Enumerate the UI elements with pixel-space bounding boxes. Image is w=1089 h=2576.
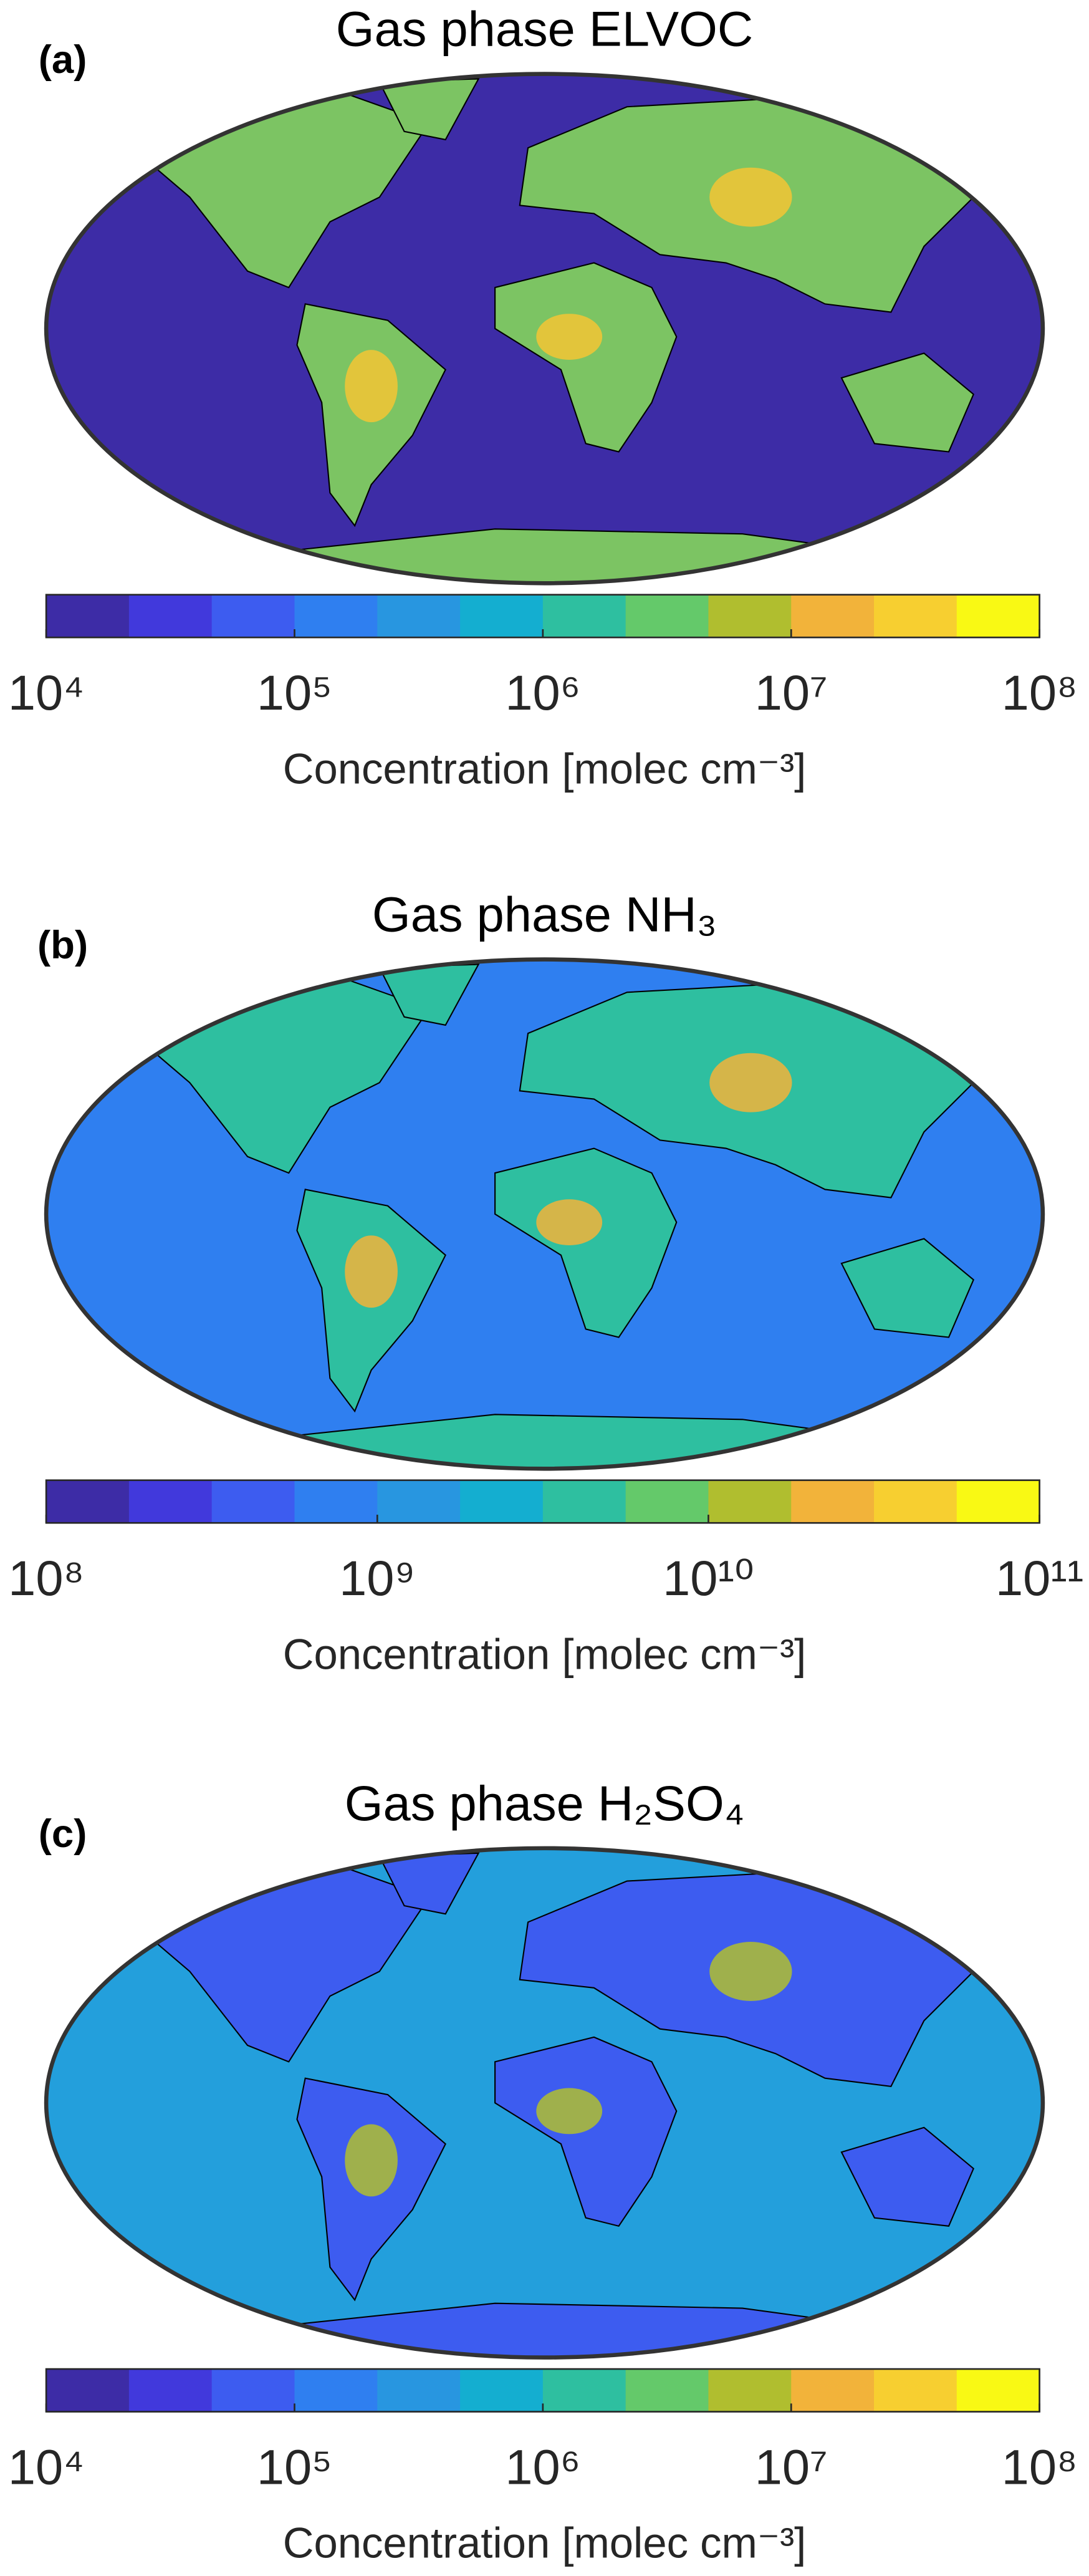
colorbar-segment xyxy=(128,2369,213,2412)
colorbar-tick-label: 10⁵ xyxy=(257,2439,332,2494)
colorbar-segment xyxy=(625,2369,709,2412)
colorbar-tick-label: 10⁸ xyxy=(1002,2439,1078,2494)
colorbar-segment xyxy=(294,1480,378,1523)
colorbar-segment xyxy=(211,594,295,638)
map-outline xyxy=(44,72,1045,586)
map xyxy=(46,74,1043,584)
map-outline xyxy=(44,1846,1045,2360)
hotspot xyxy=(345,350,398,423)
colorbar-label: Concentration [molec cm⁻³] xyxy=(283,745,806,793)
hotspot xyxy=(536,1199,603,1246)
land xyxy=(494,2036,678,2227)
colorbar-tick-label: 10¹¹ xyxy=(995,1550,1083,1606)
colorbar-segment xyxy=(377,1480,461,1523)
colorbar-segment xyxy=(791,1480,875,1523)
colorbar-segment xyxy=(625,1480,709,1523)
map xyxy=(46,959,1043,1469)
colorbar-segment xyxy=(874,2369,957,2412)
map xyxy=(46,1848,1043,2358)
chart-title: Gas phase NH₃ xyxy=(372,887,717,942)
panel-label: (a) xyxy=(39,38,87,82)
colorbar-segment xyxy=(128,1480,213,1523)
colorbar-segment xyxy=(460,594,544,638)
colorbar-segment xyxy=(791,594,875,638)
colorbar-segment xyxy=(708,1480,792,1523)
colorbar-segment xyxy=(874,1480,957,1523)
colorbar-segment xyxy=(46,594,130,638)
colorbar-label: Concentration [molec cm⁻³] xyxy=(283,1631,806,1679)
panel: (a) Gas phase ELVOC 10⁴ 10⁵ 10⁶ 10⁷ 10⁸ Concent… xyxy=(8,1,1078,793)
colorbar-tick-label: 10⁸ xyxy=(8,1550,84,1606)
land xyxy=(840,1238,974,1338)
colorbar-tick-label: 10⁸ xyxy=(1002,665,1078,720)
colorbar-segment xyxy=(956,1480,1040,1523)
map-outline xyxy=(44,957,1045,1471)
panel: (b) Gas phase NH₃ 10⁸ 10⁹ 10¹⁰ 10¹¹ Concentrat… xyxy=(8,887,1083,1679)
colorbar-segment xyxy=(294,594,378,638)
colorbar-segment xyxy=(874,594,957,638)
colorbar-segment xyxy=(542,2369,626,2412)
land xyxy=(840,2126,974,2227)
colorbar-segment xyxy=(956,2369,1040,2412)
colorbar-segment xyxy=(708,594,792,638)
panel-label: (b) xyxy=(37,924,88,967)
colorbar-tick-label: 10⁶ xyxy=(505,665,580,720)
colorbar-segment xyxy=(625,594,709,638)
colorbar-tick-label: 10⁷ xyxy=(755,2439,828,2494)
colorbar-segment xyxy=(377,2369,461,2412)
panel-label: (c) xyxy=(39,1812,87,1856)
colorbar-tick-label: 10⁹ xyxy=(339,1550,415,1606)
colorbar-tick-label: 10⁶ xyxy=(505,2439,580,2494)
colorbar-segment xyxy=(294,2369,378,2412)
chart-title: Gas phase H₂SO₄ xyxy=(345,1775,744,1831)
land xyxy=(840,352,974,453)
colorbar-segment xyxy=(377,594,461,638)
colorbar-frame xyxy=(45,1479,1040,1524)
colorbar-segment xyxy=(956,594,1040,638)
hotspot xyxy=(709,167,792,227)
hotspot xyxy=(709,1942,792,2001)
colorbar-segment xyxy=(542,1480,626,1523)
colorbar-tick-label: 10⁵ xyxy=(257,665,332,720)
hotspot xyxy=(709,1053,792,1112)
hotspot xyxy=(536,314,603,360)
colorbar-segment xyxy=(211,2369,295,2412)
chart-title: Gas phase ELVOC xyxy=(336,1,753,57)
colorbar-segment xyxy=(791,2369,875,2412)
colorbar-segment xyxy=(46,2369,130,2412)
land xyxy=(494,1147,678,1338)
colorbar-tick-label: 10¹⁰ xyxy=(663,1550,754,1606)
land xyxy=(494,262,678,453)
colorbar-segment xyxy=(708,2369,792,2412)
hotspot xyxy=(345,2124,398,2197)
colorbar-segment xyxy=(46,1480,130,1523)
colorbar-label: Concentration [molec cm⁻³] xyxy=(283,2519,806,2567)
hotspot xyxy=(536,2088,603,2135)
colorbar-segment xyxy=(460,2369,544,2412)
panel: (c) Gas phase H₂SO₄ 10⁴ 10⁵ 10⁶ 10⁷ 10⁸ Concent… xyxy=(8,1775,1078,2567)
colorbar-segment xyxy=(128,594,213,638)
colorbar-segment xyxy=(211,1480,295,1523)
colorbar-segment xyxy=(542,594,626,638)
colorbar-tick-label: 10⁷ xyxy=(755,665,828,720)
colorbar-tick-label: 10⁴ xyxy=(8,665,84,720)
hotspot xyxy=(345,1235,398,1308)
colorbar-segment xyxy=(460,1480,544,1523)
colorbar-tick-label: 10⁴ xyxy=(8,2439,84,2494)
